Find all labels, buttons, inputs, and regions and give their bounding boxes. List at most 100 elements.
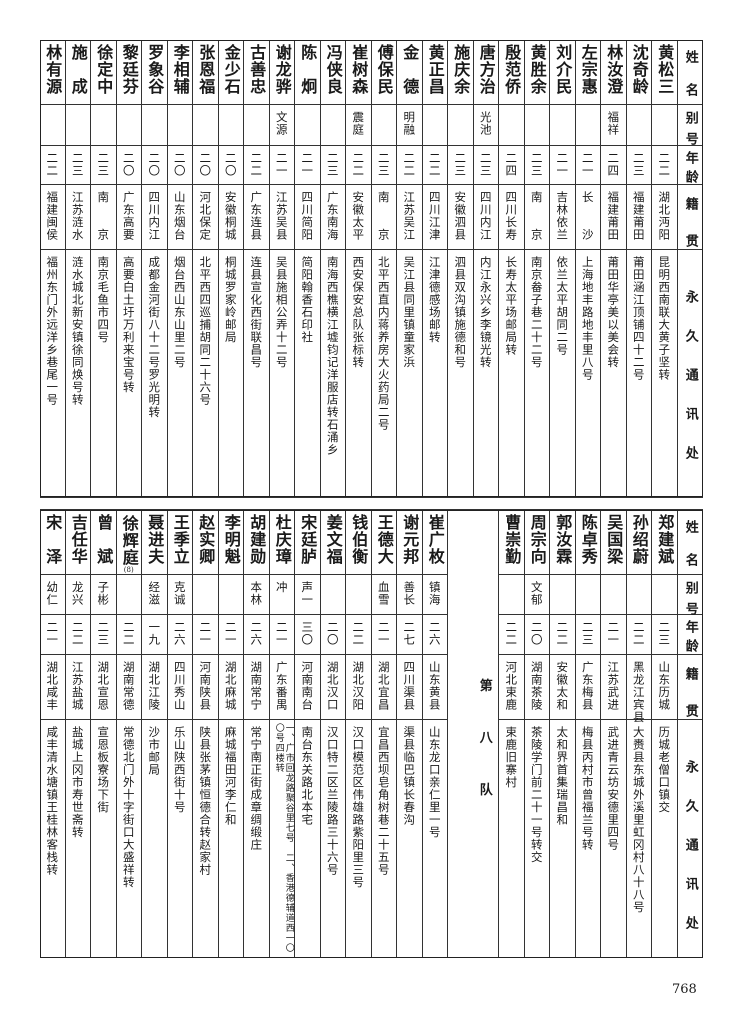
person-address: 北平西直内蒋养房大火药局二号 — [371, 250, 397, 497]
person-native-text: 河北保定 — [198, 191, 213, 241]
person-age-text: 二〇 — [172, 152, 187, 177]
person-name-text: 胡建勋 — [247, 514, 267, 565]
person-native: 四川简阳 — [295, 185, 321, 250]
person-alias — [116, 105, 142, 146]
person-address: 乐山陕西街十号 — [167, 720, 193, 958]
person-address: 陕县张茅镇恒德合转赵家村 — [193, 720, 219, 958]
person-native-text: 福建莆田 — [606, 191, 621, 241]
person-alias-text: 血雪 — [376, 581, 391, 606]
person-age: 二一 — [269, 146, 295, 185]
person-address: 南海西樵横江墟钧记洋服店转石涌乡 — [320, 250, 346, 497]
person-alias — [295, 105, 321, 146]
person-address-text: 大赉县东城外溪里虹冈村八十八号 — [631, 726, 646, 914]
person-name-text: 吉任华 — [68, 514, 88, 565]
person-native-text: 安徽太平 — [351, 191, 366, 241]
person-address-text: 吴江县同里镇童家浜 — [402, 256, 417, 369]
person-name-text: 黄松三 — [655, 44, 675, 95]
person-native-text: 湖北宜昌 — [376, 661, 391, 711]
person-address-text: 莆田华亭美以美会转 — [606, 256, 621, 369]
person-native-text: 广东梅县 — [580, 661, 595, 711]
person-native-text: 湖北汉口 — [325, 661, 340, 711]
person-address-text: 高要白土圩万利来宝号转 — [121, 256, 136, 394]
person-alias — [193, 575, 219, 615]
person-address-text: 泗县双沟镇施德和号 — [453, 256, 468, 369]
person-name: 古善忠 — [244, 40, 270, 105]
person-native: 南京 — [524, 185, 550, 266]
person-address: 莆田涵江顶铺四十二号 — [626, 250, 652, 497]
person-address-text: 汉口特二区兰陵路三十六号 — [325, 726, 340, 876]
person-native-text: 湖北江陵 — [147, 661, 162, 711]
person-address: 梅县丙村市曾福兰号转 — [575, 720, 601, 958]
header-name-text: 姓名 — [682, 50, 698, 116]
person-age-text: 二〇 — [121, 152, 136, 177]
person-name: 金德 — [397, 40, 423, 112]
person-name-text: 徐定中 — [94, 44, 114, 95]
person-age-text: 二三 — [325, 152, 340, 177]
person-age: 二六 — [244, 615, 270, 655]
person-address: 西安保安总队张标转 — [346, 250, 372, 497]
person-age: 二〇 — [193, 146, 219, 185]
person-alias — [550, 575, 576, 615]
person-address-text: 西安保安总队张标转 — [351, 256, 366, 369]
person-alias — [346, 575, 372, 615]
person-native: 江苏涟水 — [65, 185, 91, 250]
person-age: 二〇 — [320, 615, 346, 655]
person-name: 林有源 — [40, 40, 66, 105]
person-address: 宣恩板寮场下街 — [91, 720, 117, 958]
person-address-text: 江津德感场邮转 — [427, 256, 442, 344]
person-alias — [65, 105, 91, 146]
person-age-text: 二一 — [45, 621, 60, 646]
person-name-text: 冯侠良 — [323, 44, 343, 95]
person-age: 二四 — [601, 146, 627, 185]
person-native: 福建莆田 — [626, 185, 652, 250]
person-native-text: 南京 — [529, 191, 544, 266]
person-age-text: 二〇 — [198, 152, 213, 177]
person-name: 陈炯 — [295, 40, 321, 112]
person-age: 二二 — [65, 615, 91, 655]
person-address-text: 福州东门外远洋乡巷尾一号 — [45, 256, 60, 406]
person-name-text: 郭汝霖 — [553, 514, 573, 565]
person-name: 崔树森 — [346, 40, 372, 105]
person-alias — [626, 105, 652, 146]
team-label-column: 第八队 — [473, 510, 499, 958]
person-address-text: 吴县施相公弄十二号 — [274, 256, 289, 369]
person-age-text: 二〇 — [147, 152, 162, 177]
person-native-text: 湖南常德 — [121, 661, 136, 711]
person-native-text: 广东高要 — [121, 191, 136, 241]
person-alias: 文源 — [269, 105, 295, 146]
person-name-text: 陈卓秀 — [578, 514, 598, 565]
person-name: 李相辅 — [167, 40, 193, 105]
person-name: 黄正昌 — [422, 40, 448, 105]
person-alias: 明融 — [397, 105, 423, 146]
person-alias: 冲 — [269, 575, 295, 615]
person-address: 昆明西南联大黄子坚转 — [652, 250, 678, 497]
person-age: 一九 — [142, 615, 168, 655]
person-native-text: 南京 — [96, 191, 111, 266]
person-age-text: 二三 — [580, 621, 595, 646]
person-age: 二二 — [422, 146, 448, 185]
person-native-text: 山东黄县 — [427, 661, 442, 711]
person-alias — [91, 105, 117, 146]
person-native: 江苏吴县 — [269, 185, 295, 250]
person-native: 湖北宜昌 — [371, 655, 397, 720]
person-address: 桐城罗家岭邮局 — [218, 250, 244, 497]
person-address-text: 长寿太平场邮局转 — [504, 256, 519, 356]
person-name: 黄胜余 — [524, 40, 550, 105]
person-age-text: 二三 — [453, 152, 468, 177]
person-native-text: 江苏武进 — [606, 661, 621, 711]
person-alias — [116, 575, 142, 615]
person-name: 郑建斌 — [652, 510, 678, 575]
person-name-text: 王季立 — [170, 514, 190, 565]
person-age-text: 二三 — [96, 621, 111, 646]
header-name: 姓名 — [677, 510, 703, 586]
person-alias-text: 善长 — [402, 581, 417, 606]
person-native-text: 长沙 — [580, 191, 595, 266]
person-age: 二三 — [91, 146, 117, 185]
person-address-text: 南京畚子巷二十二号 — [529, 256, 544, 369]
person-native: 河北保定 — [193, 185, 219, 250]
person-native: 湖北咸丰 — [40, 655, 66, 720]
person-alias-text: 福祥 — [606, 111, 621, 136]
person-alias-text: 本林 — [249, 581, 264, 606]
person-age-text: 二三 — [657, 621, 672, 646]
person-address-text: 昆明西南联大黄子坚转 — [657, 256, 672, 381]
